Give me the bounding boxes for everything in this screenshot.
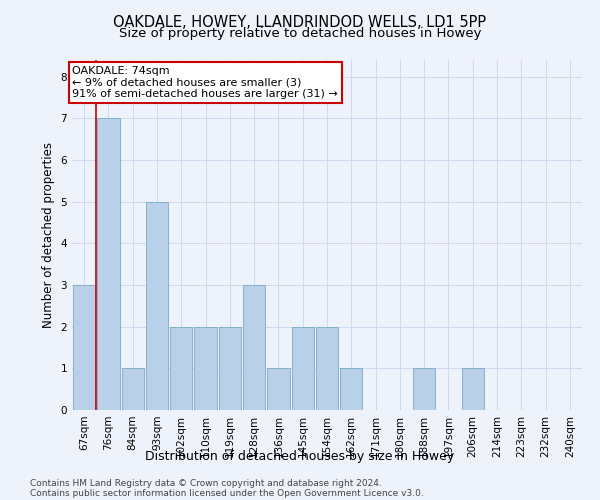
Bar <box>73 285 95 410</box>
Bar <box>316 326 338 410</box>
Bar <box>413 368 436 410</box>
Text: Distribution of detached houses by size in Howey: Distribution of detached houses by size … <box>145 450 455 463</box>
Bar <box>292 326 314 410</box>
Text: Contains HM Land Registry data © Crown copyright and database right 2024.: Contains HM Land Registry data © Crown c… <box>30 478 382 488</box>
Bar <box>194 326 217 410</box>
Bar <box>243 285 265 410</box>
Bar <box>218 326 241 410</box>
Text: Contains public sector information licensed under the Open Government Licence v3: Contains public sector information licen… <box>30 488 424 498</box>
Bar <box>340 368 362 410</box>
Y-axis label: Number of detached properties: Number of detached properties <box>42 142 55 328</box>
Text: OAKDALE, HOWEY, LLANDRINDOD WELLS, LD1 5PP: OAKDALE, HOWEY, LLANDRINDOD WELLS, LD1 5… <box>113 15 487 30</box>
Bar <box>146 202 168 410</box>
Bar <box>97 118 119 410</box>
Bar <box>461 368 484 410</box>
Text: Size of property relative to detached houses in Howey: Size of property relative to detached ho… <box>119 28 481 40</box>
Text: OAKDALE: 74sqm
← 9% of detached houses are smaller (3)
91% of semi-detached hous: OAKDALE: 74sqm ← 9% of detached houses a… <box>73 66 338 100</box>
Bar <box>267 368 290 410</box>
Bar <box>122 368 144 410</box>
Bar <box>170 326 193 410</box>
